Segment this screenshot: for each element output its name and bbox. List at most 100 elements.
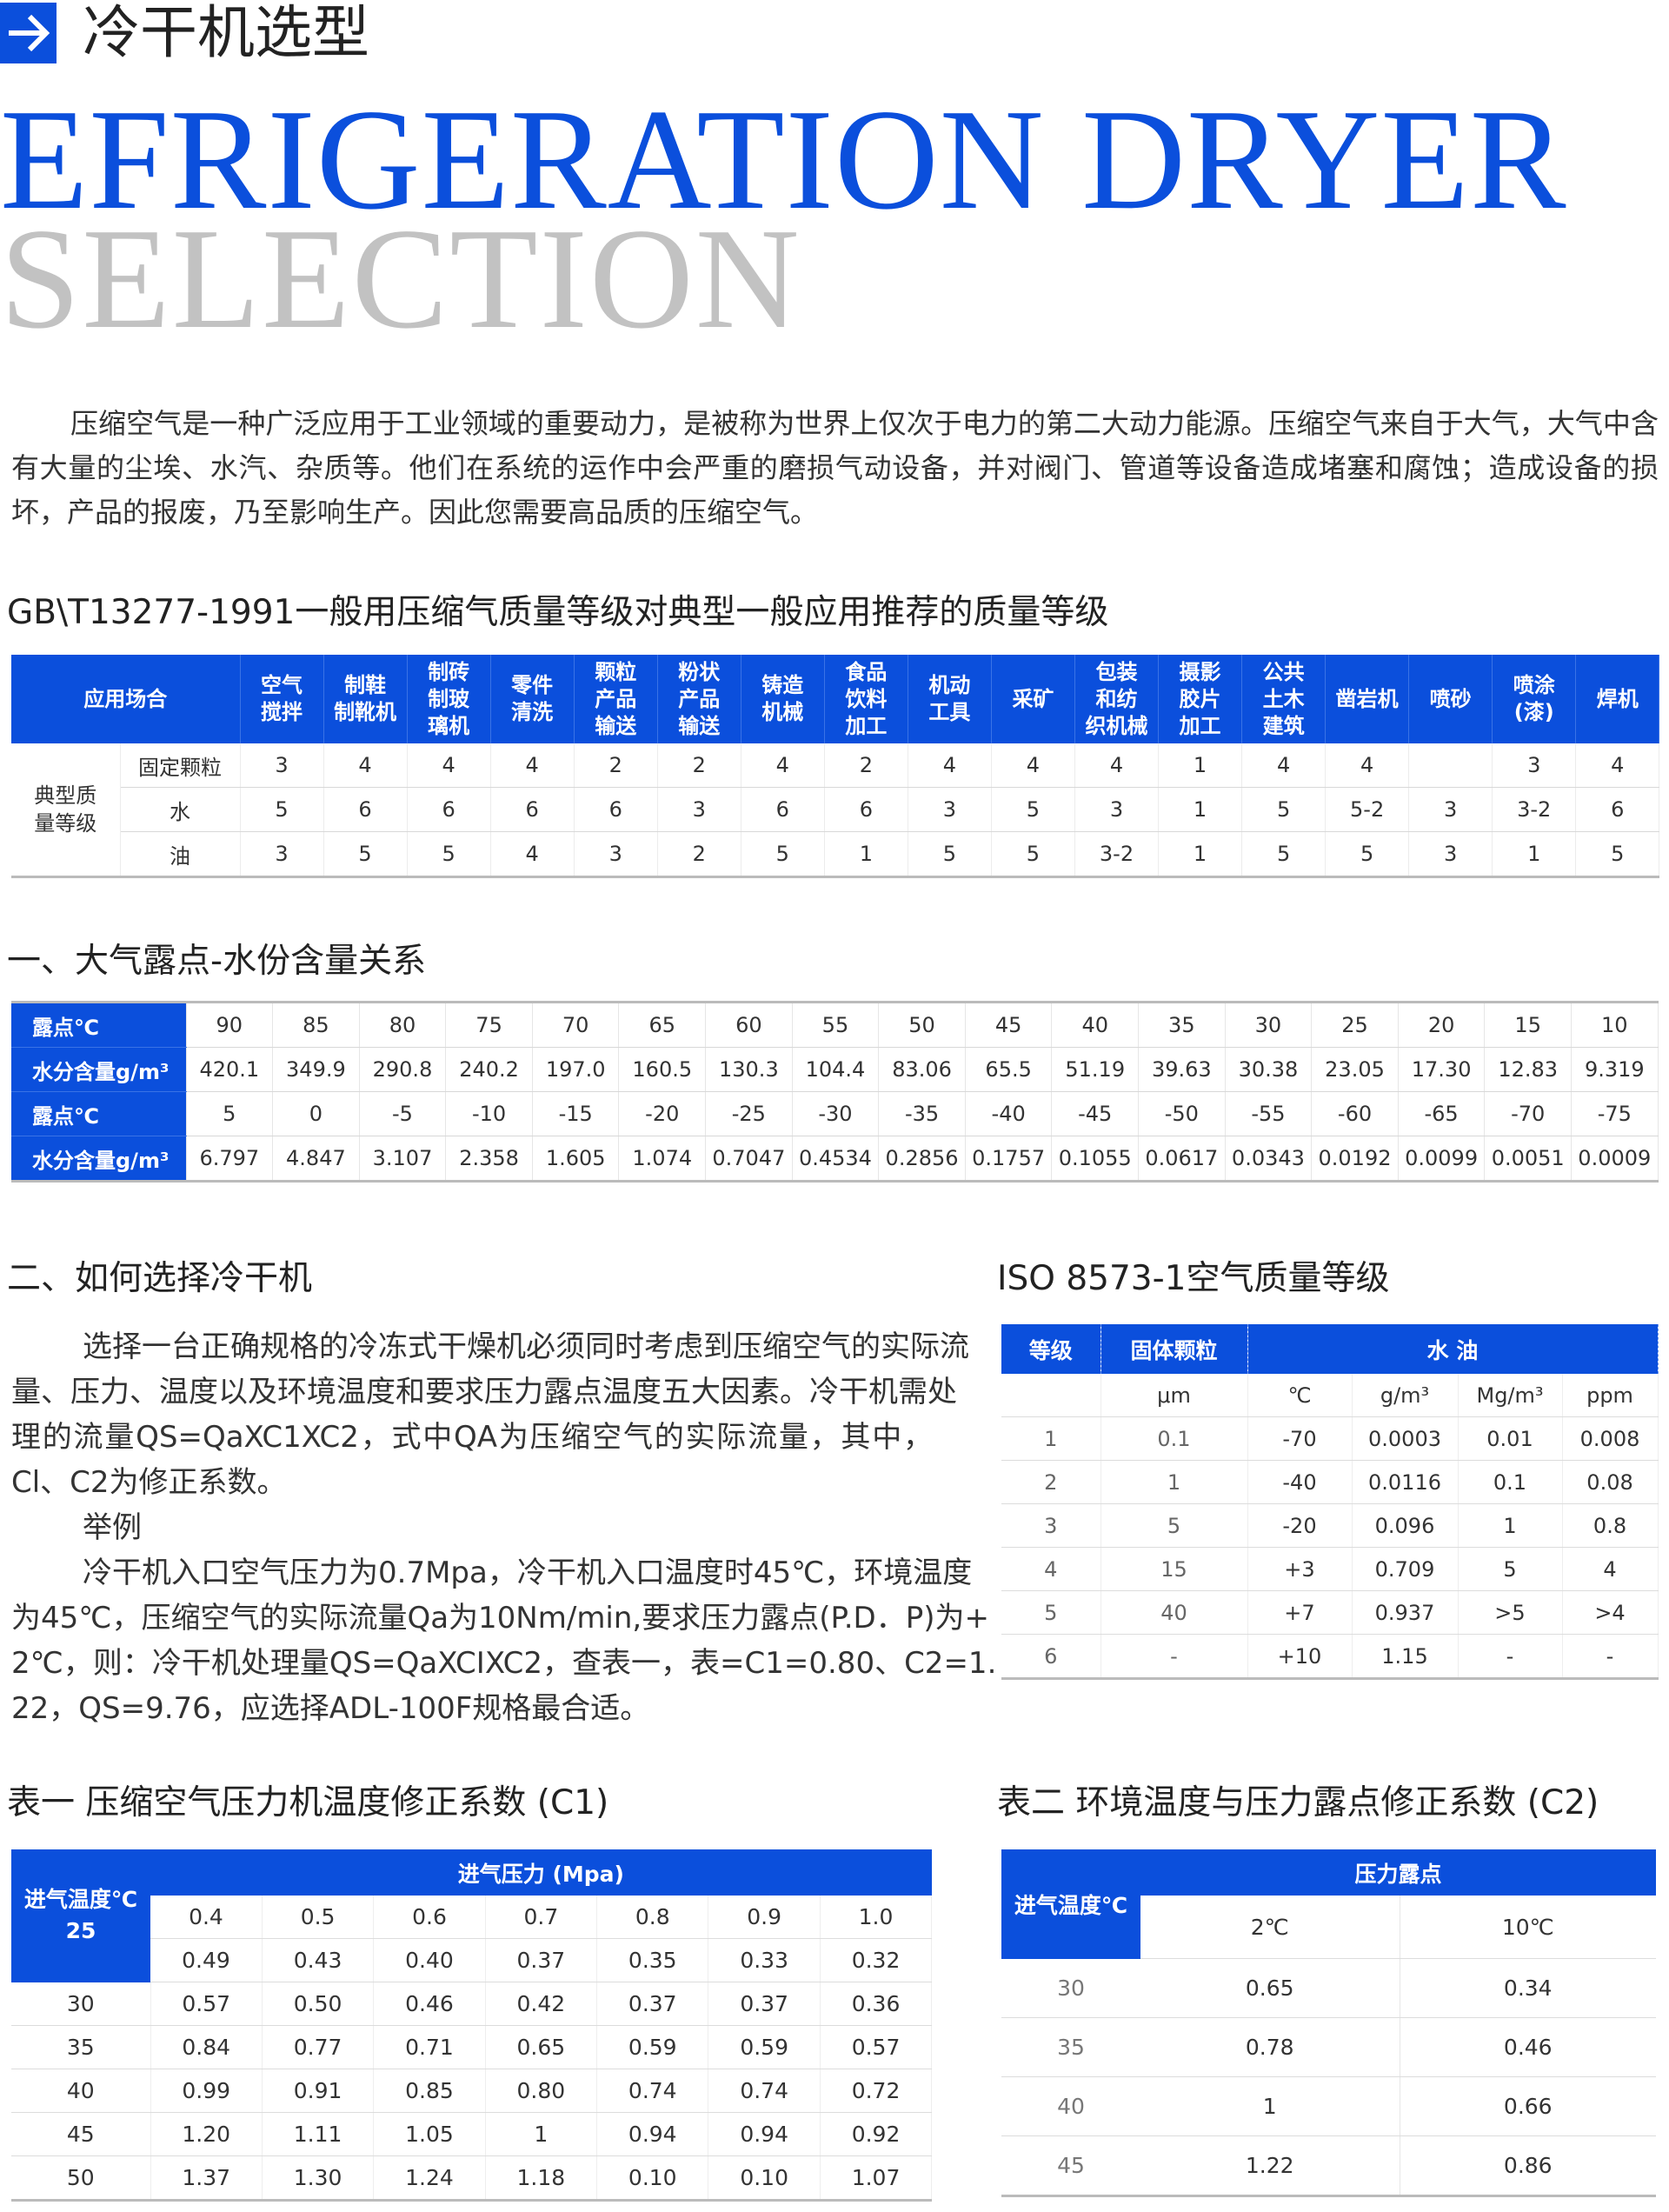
table-cell: 5: [1001, 1590, 1101, 1635]
table-cell: 9.319: [1571, 1047, 1659, 1092]
table-cell: 0.94: [708, 2112, 821, 2156]
table-row: 水分含量g/m³ 420.1 349.9 290.8 240.2 197.0 160.5 13…: [11, 1047, 1659, 1092]
c2-correction-table: 进气温度℃ 压力露点 2℃ 10℃ 30 0.65 0.34 35 0.78 0.46 40 1 0.6…: [1001, 1849, 1657, 2197]
c1-table-title: 表一 压缩空气压力机温度修正系数 (C1): [7, 1783, 609, 1822]
table-cell: 20: [1398, 1002, 1486, 1048]
table-cell: 1: [1158, 787, 1243, 832]
row-label: 35: [11, 2025, 151, 2069]
table-cell: 0.32: [820, 1938, 933, 1982]
table-row: 露点℃ 90 85 80 75 70 65 60 55 50 45 40 35 30 25 20 15 10: [11, 1002, 1659, 1048]
table-cell: 0.0192: [1311, 1136, 1399, 1182]
table-cell: 83.06: [878, 1047, 966, 1092]
corner-cell: 进气温度℃ 25: [11, 1849, 150, 1982]
pressure-cell: 0.9: [708, 1896, 821, 1939]
table-cell: 0.37: [596, 1982, 709, 2026]
table-cell: 0.94: [596, 2112, 709, 2156]
table-cell: -: [1100, 1634, 1248, 1679]
table-cell: 0.86: [1400, 2135, 1657, 2196]
table-cell: 4: [741, 743, 825, 788]
table-cell: 3: [657, 787, 741, 832]
table-cell: 420.1: [186, 1047, 274, 1092]
table-row: 50 1.37 1.30 1.24 1.18 0.10 0.10 1.07: [11, 2155, 933, 2201]
header-cell: 空气 搅拌: [240, 655, 324, 743]
row-label: 40: [11, 2069, 151, 2113]
table-cell: 17.30: [1398, 1047, 1486, 1092]
header-cell: 等级: [1001, 1324, 1101, 1374]
table-cell: 65: [618, 1002, 707, 1048]
table-row: 30 0.65 0.34: [1001, 1958, 1657, 2018]
table-cell: 1.07: [820, 2155, 933, 2201]
table-cell: -75: [1571, 1091, 1659, 1136]
header-cell: 公共 土木 建筑: [1241, 655, 1327, 743]
table-cell: -45: [1051, 1091, 1140, 1136]
table-cell: 5: [1100, 1503, 1248, 1548]
table-row: 2℃ 10℃: [1001, 1896, 1657, 1959]
table-cell: 3-2: [1074, 831, 1160, 877]
table-row: 0.4 0.5 0.6 0.7 0.8 0.9 1.0: [11, 1896, 933, 1939]
text-line: 2℃，则：冷干机处理量QS=QaXCIXC2，查表一，表=C1=0.80、C2=…: [11, 1646, 997, 1681]
iso-table-title: ISO 8573-1空气质量等级: [997, 1259, 1390, 1298]
row-label: 油: [120, 831, 241, 877]
table-cell: 0.57: [820, 2025, 933, 2069]
table-cell: 15: [1484, 1002, 1572, 1048]
table-cell: 290.8: [359, 1047, 447, 1092]
table-cell: 2: [824, 743, 908, 788]
table-cell: 5: [991, 787, 1075, 832]
row-label: 固定颗粒: [120, 743, 241, 788]
table-cell: 70: [532, 1002, 620, 1048]
table-cell: 4: [1562, 1547, 1659, 1591]
table-cell: -25: [705, 1091, 793, 1136]
unit-cell: g/m³: [1352, 1374, 1459, 1417]
table-cell: 4: [1241, 743, 1327, 788]
table-cell: 240.2: [445, 1047, 533, 1092]
table-row: 进气温度℃ 25 进气压力 (Mpa): [11, 1849, 932, 1982]
table-cell: +10: [1247, 1634, 1353, 1679]
table-cell: 0.4534: [792, 1136, 880, 1182]
table-cell: 1: [1158, 743, 1243, 788]
table-cell: -30: [792, 1091, 880, 1136]
table-cell: 0.1757: [965, 1136, 1053, 1182]
header-cell: 进气压力 (Mpa): [150, 1849, 932, 1896]
unit-cell: Mg/m³: [1458, 1374, 1563, 1417]
table-cell: 197.0: [532, 1047, 620, 1092]
table-cell: -: [1458, 1634, 1563, 1679]
table-cell: 5: [407, 831, 491, 877]
table-cell: 1.20: [150, 2112, 263, 2156]
how-to-text: 选择一台正确规格的冷冻式干燥机必须同时考虑到压缩空气的实际流 量、压力、温度以及环…: [11, 1324, 997, 1731]
table-cell: 30: [1225, 1002, 1313, 1048]
table-cell: 0.35: [596, 1938, 709, 1982]
table-cell: 1: [1001, 1416, 1101, 1461]
table-cell: 0.66: [1400, 2076, 1657, 2136]
header-cell: 制砖 制玻 璃机: [407, 655, 491, 743]
table-cell: 65.5: [965, 1047, 1053, 1092]
table-cell: 5: [908, 831, 992, 877]
table-row: 5 40 +7 0.937 >5 >4: [1001, 1590, 1659, 1635]
how-to-title: 二、如何选择冷干机: [7, 1259, 313, 1298]
table-cell: 1: [1140, 2076, 1400, 2136]
table-cell: -35: [878, 1091, 966, 1136]
table-cell: 0.65: [1140, 1958, 1400, 2018]
table-cell: 4: [908, 743, 992, 788]
row-label: 40: [1001, 2076, 1140, 2136]
table-cell: 2.358: [445, 1136, 533, 1182]
pressure-cell: 1.0: [820, 1896, 933, 1939]
table-cell: 0.1055: [1051, 1136, 1140, 1182]
table-cell: 40: [1100, 1590, 1248, 1635]
table-cell: 1.605: [532, 1136, 620, 1182]
table-cell: 4: [323, 743, 408, 788]
table-cell: 4: [490, 831, 575, 877]
table-cell: 6: [490, 787, 575, 832]
page-title: 冷干机选型: [83, 0, 369, 66]
header-cell: 凿岩机: [1325, 655, 1410, 743]
header-cell: 压力露点: [1140, 1849, 1657, 1896]
table-cell: 3: [574, 831, 658, 877]
table-cell: 5-2: [1325, 787, 1410, 832]
table-cell: 4.847: [272, 1136, 360, 1182]
table-cell: 0.43: [262, 1938, 375, 1982]
header-cell: 零件 清洗: [490, 655, 575, 743]
row-label: 露点℃: [11, 1091, 187, 1136]
table-cell: 5: [1458, 1547, 1563, 1591]
table-cell: 12.83: [1484, 1047, 1572, 1092]
table-cell: 0.33: [708, 1938, 821, 1982]
row-label: 50: [11, 2155, 151, 2201]
